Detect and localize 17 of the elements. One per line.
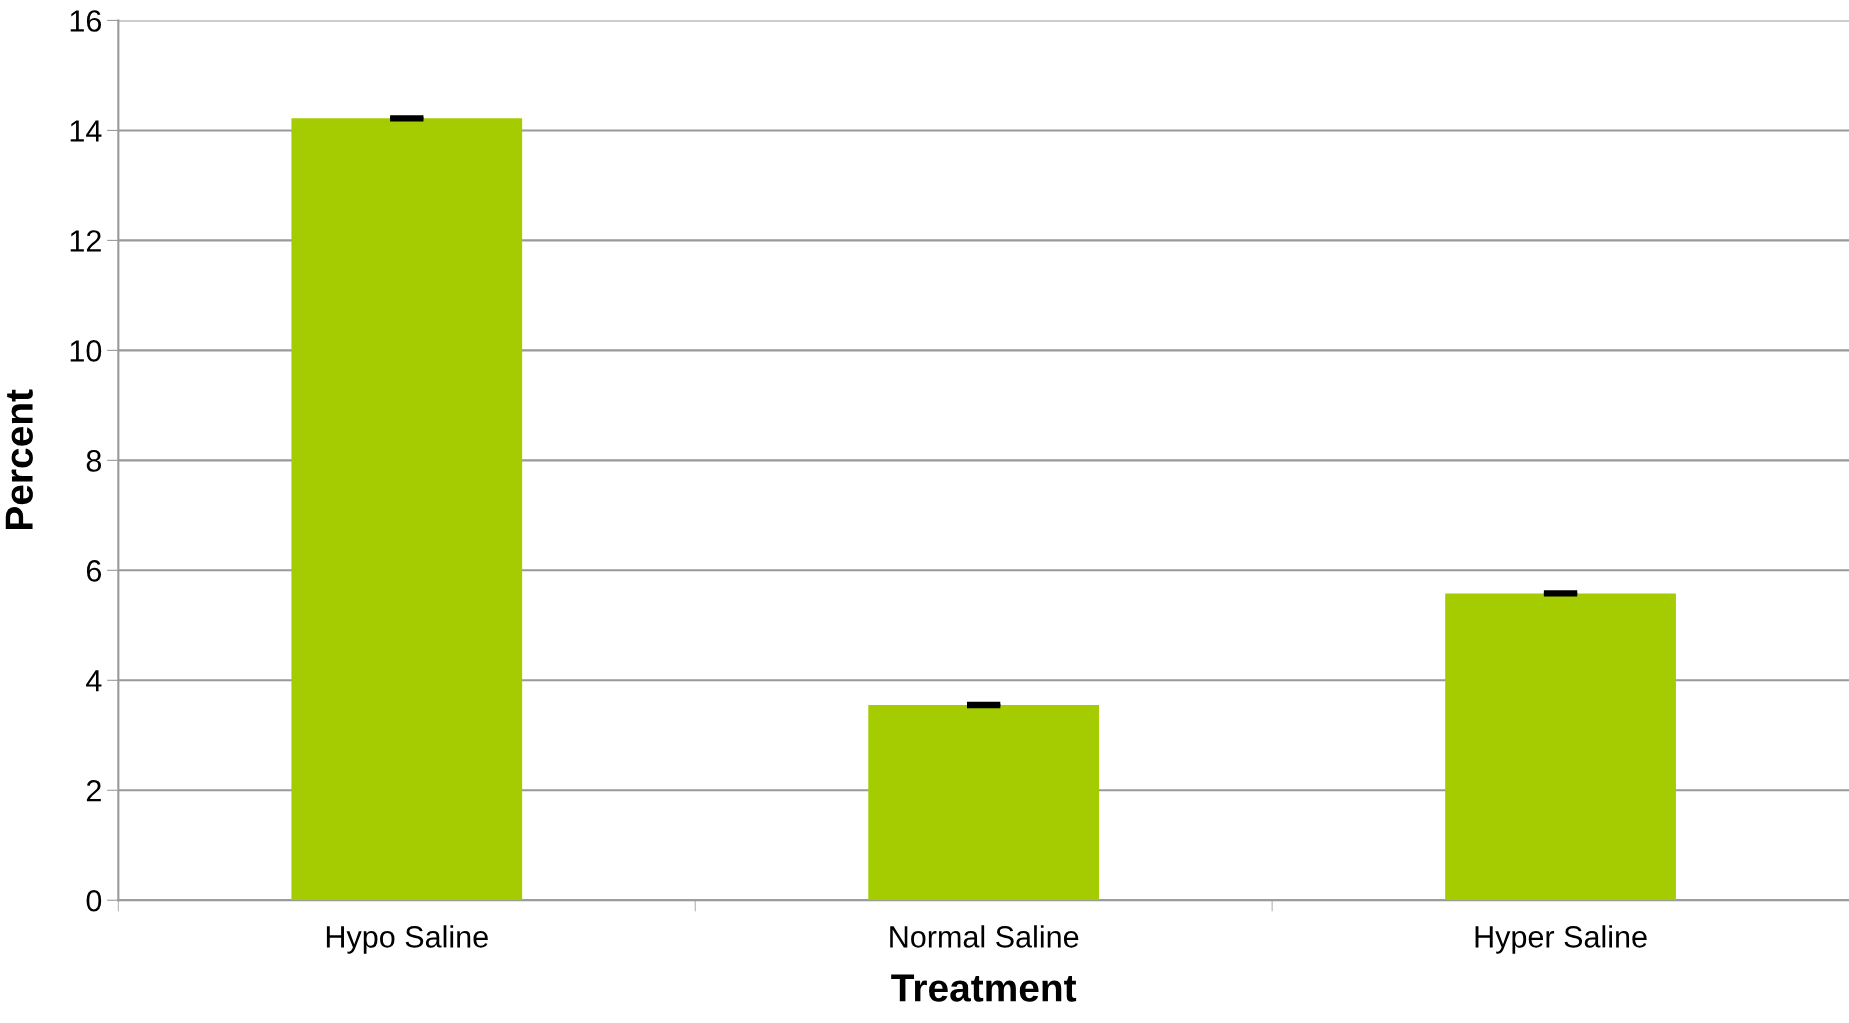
bar [291, 118, 523, 901]
x-tick-label: Hyper Saline [1475, 925, 1647, 954]
y-tick-label: 16 [70, 10, 102, 32]
x-tick-label: Normal Saline [890, 925, 1079, 948]
y-tick-label: 6 [86, 560, 102, 582]
bar [1445, 593, 1676, 901]
y-axis-title: Percent [5, 389, 33, 530]
x-tick-label: Hypo Saline [326, 925, 488, 954]
y-tick-label: 14 [70, 120, 102, 142]
y-tick-label: 4 [86, 670, 102, 692]
y-tick-label: 8 [86, 450, 102, 472]
y-tick-label: 10 [70, 340, 102, 362]
y-tick-label: 12 [70, 230, 101, 252]
x-axis-title: Treatment [891, 974, 1077, 1002]
y-tick-label: 2 [86, 780, 101, 802]
y-tick-label: 0 [86, 889, 102, 912]
bar [868, 705, 1100, 901]
